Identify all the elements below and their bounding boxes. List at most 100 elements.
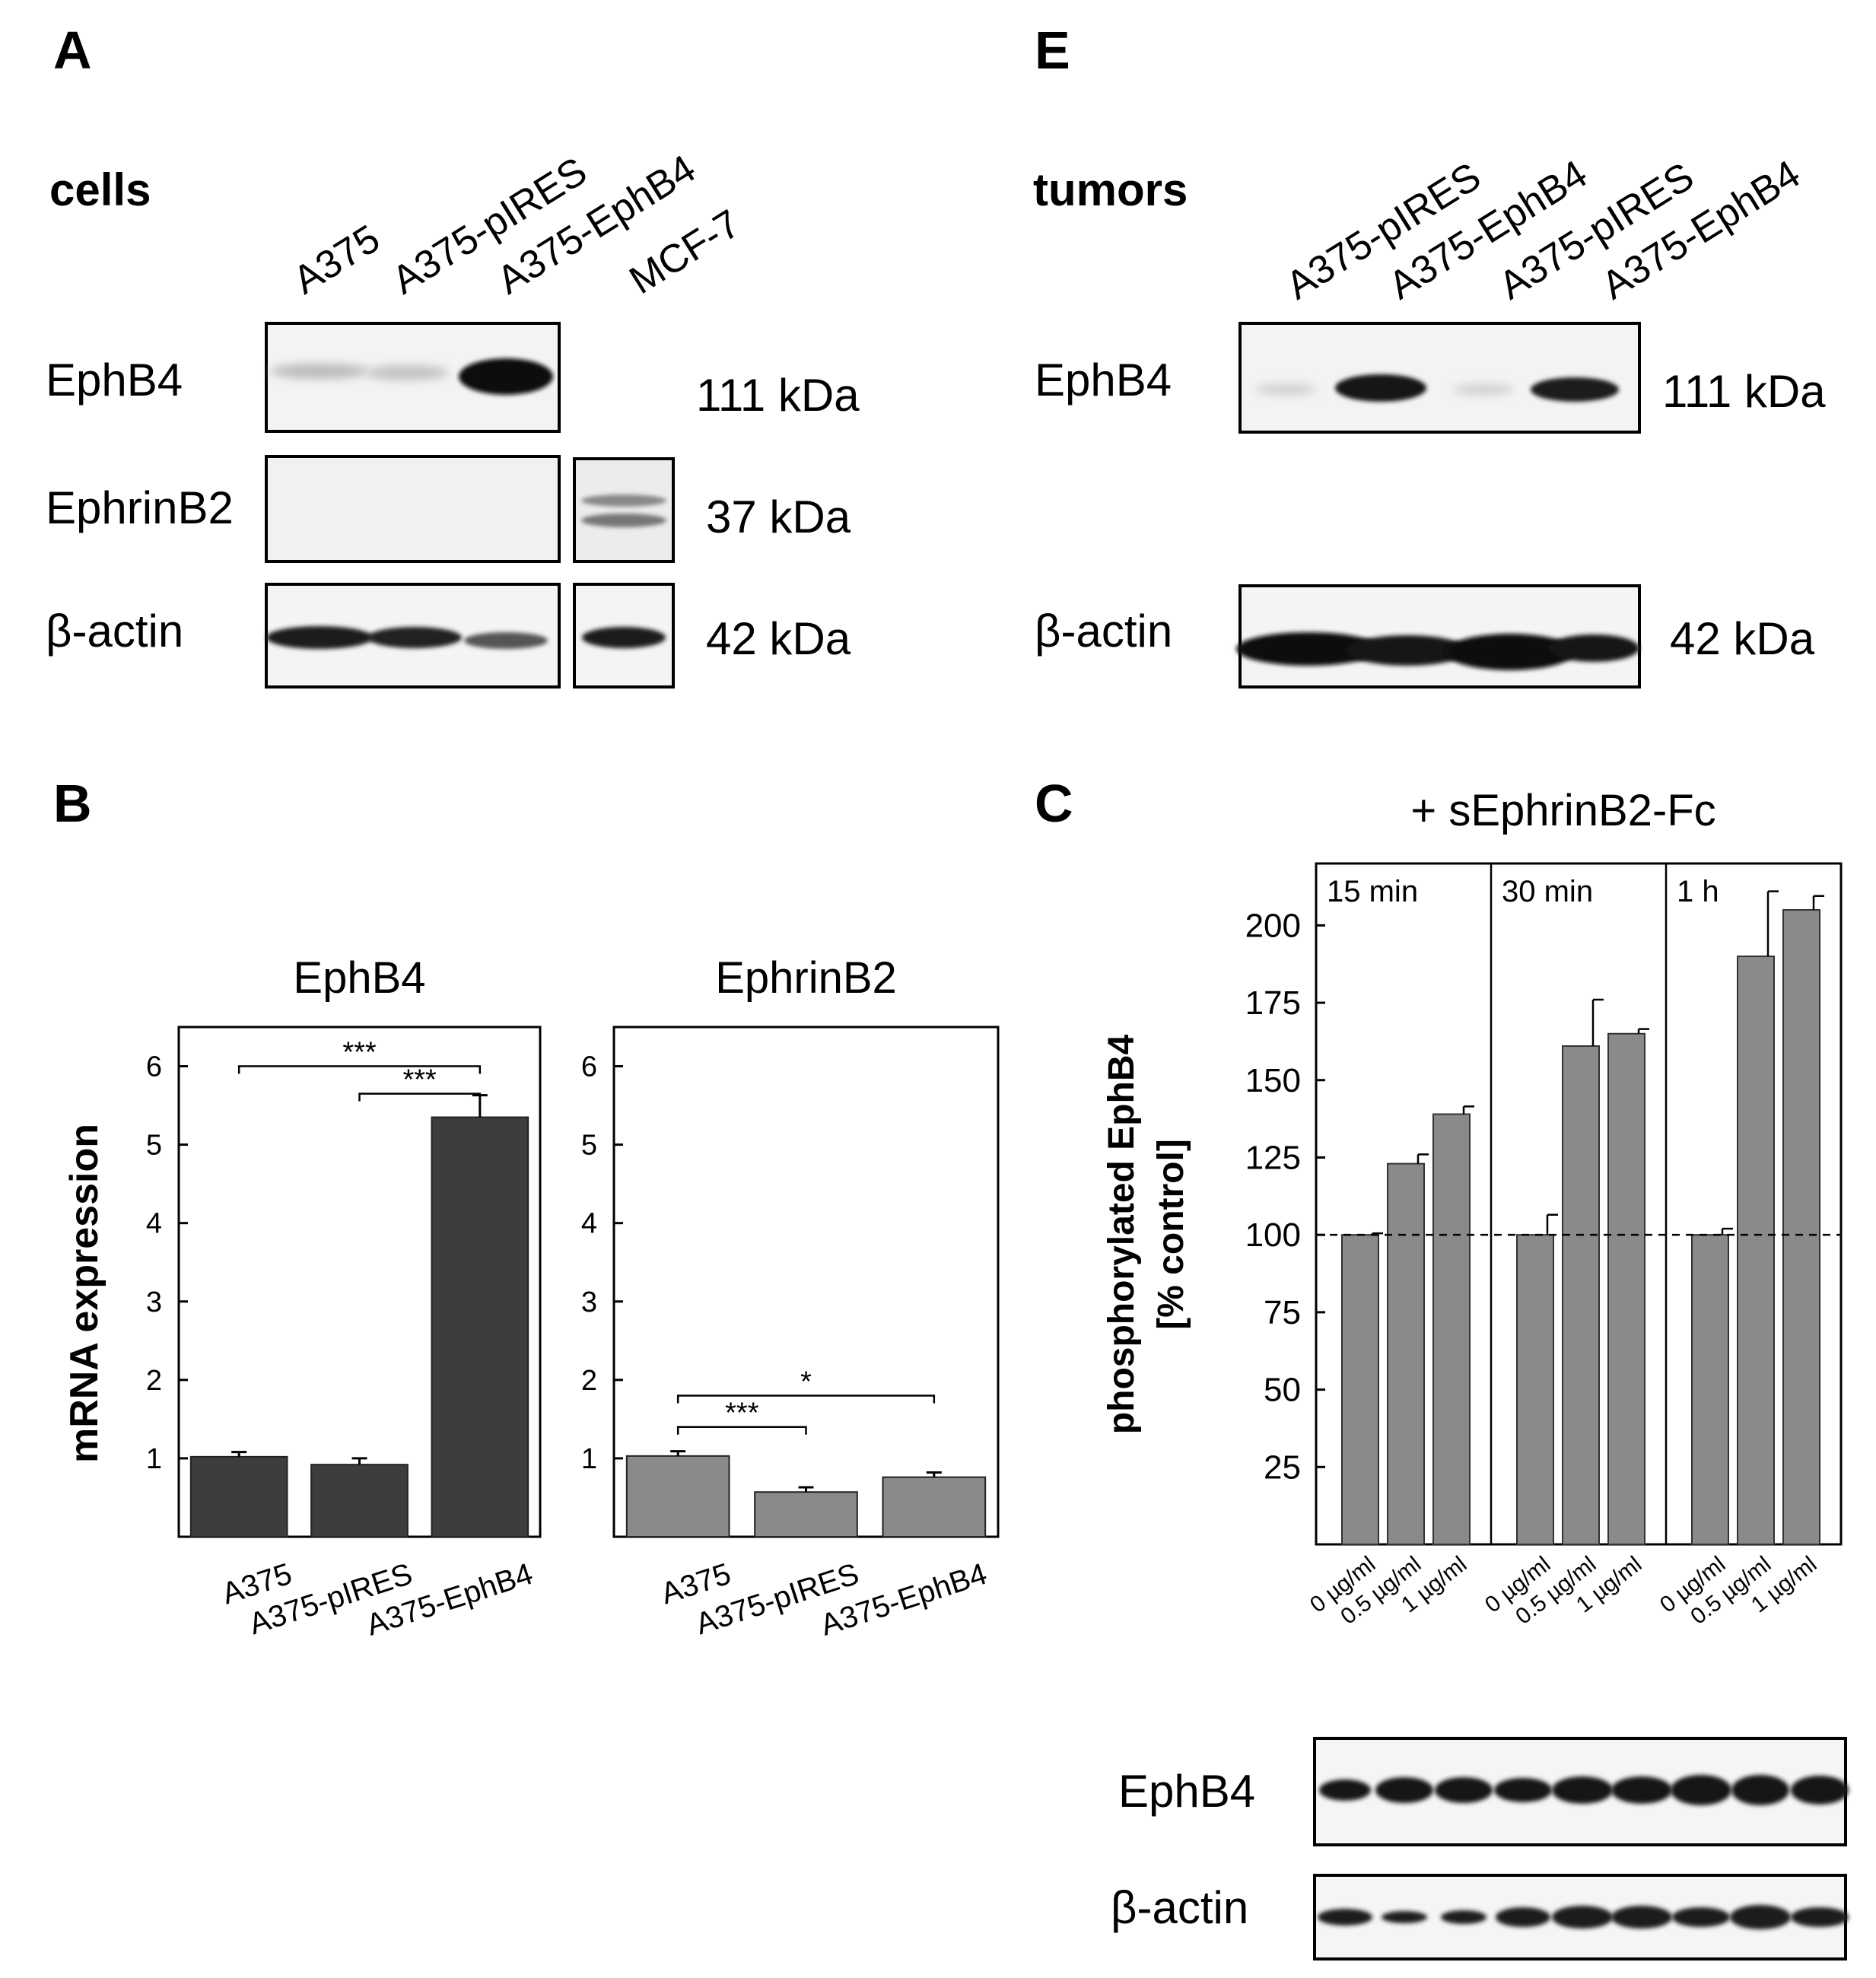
blot-band	[1791, 1776, 1849, 1805]
blot-band	[1672, 1907, 1730, 1927]
y-tick-label: 4	[581, 1208, 597, 1240]
blot-band	[1441, 1910, 1486, 1924]
y-axis-label-unit: [% control]	[1151, 1139, 1191, 1330]
bar	[1387, 1162, 1425, 1545]
blot-row-label: EphB4	[1118, 1766, 1255, 1817]
blot-row-label: β-actin	[46, 606, 183, 657]
blot-ephb4-tumors	[1238, 322, 1641, 434]
bar	[1607, 1032, 1645, 1545]
panel-c: C + sEphrinB2-Fc 25 50 75 100 125 150 175 200 pho…	[1035, 774, 1849, 1961]
chart-c-phospho: + sEphrinB2-Fc 25 50 75 100 125 150 175 200 phosp…	[1102, 786, 1843, 1630]
panel-a: A cells A375 A375-pIRES A375-EphB4 MCF-7…	[46, 21, 860, 688]
y-tick-label: 175	[1245, 984, 1301, 1022]
y-tick-label: 3	[581, 1286, 597, 1318]
y-tick-label: 25	[1264, 1449, 1301, 1486]
significance-bracket	[676, 1394, 936, 1404]
blot-band	[1496, 1907, 1550, 1927]
y-tick-label: 1	[146, 1443, 162, 1475]
group-label-tumors: tumors	[1033, 164, 1188, 215]
blot-band	[1318, 1909, 1372, 1926]
panel-label-c: C	[1035, 774, 1073, 833]
blot-band	[1375, 1777, 1433, 1803]
kda-label: 111 kDa	[1662, 366, 1826, 417]
blot-band	[1552, 1776, 1613, 1804]
blot-band	[1611, 1776, 1672, 1804]
bar	[1691, 1234, 1729, 1545]
y-tick-label: 150	[1245, 1062, 1301, 1099]
y-tick-label: 200	[1245, 907, 1301, 944]
chart-title: + sEphrinB2-Fc	[1410, 786, 1715, 835]
blot-actin-tumors	[1236, 584, 1641, 688]
blot-band	[1494, 1778, 1552, 1802]
kda-label: 42 kDa	[1670, 613, 1815, 664]
panel-label-b: B	[53, 774, 92, 833]
kda-label: 111 kDa	[696, 370, 860, 421]
time-point-label: 30 min	[1502, 875, 1593, 908]
y-tick-label: 1	[581, 1443, 597, 1475]
blot-row-label: β-actin	[1111, 1882, 1248, 1933]
significance-label: ***	[342, 1037, 377, 1069]
lane-label: A375	[286, 217, 388, 304]
y-tick-label: 6	[146, 1051, 162, 1083]
panel-e: E tumors A375-pIRES A375-EphB4 A375-pIRE…	[1033, 21, 1826, 688]
blot-actin-cells	[265, 583, 675, 688]
bar	[310, 1464, 409, 1538]
panel-label-e: E	[1035, 21, 1070, 80]
blot-row-label: EphB4	[46, 355, 183, 405]
bar	[754, 1491, 858, 1538]
time-point-label: 15 min	[1327, 875, 1418, 908]
blot-row-label: EphrinB2	[46, 482, 234, 533]
y-tick-label: 100	[1245, 1216, 1301, 1254]
y-tick-label: 4	[146, 1208, 162, 1240]
y-tick-label: 6	[581, 1051, 597, 1083]
blot-band	[1671, 1775, 1731, 1805]
blot-band	[1730, 1905, 1791, 1929]
blot-ephb4-cells	[265, 322, 561, 433]
chart-title: EphB4	[293, 953, 425, 1003]
blot-band	[1382, 1911, 1427, 1923]
blot-band	[1435, 1777, 1493, 1803]
y-tick-label: 2	[581, 1365, 597, 1397]
significance-bracket	[358, 1092, 482, 1102]
bar	[882, 1476, 987, 1538]
y-tick-label: 2	[146, 1365, 162, 1397]
kda-label: 42 kDa	[706, 613, 851, 664]
blot-actin-time	[1313, 1874, 1849, 1961]
y-tick-label: 3	[146, 1286, 162, 1318]
blot-ephrinb2-cells	[265, 455, 675, 563]
blot-band	[1731, 1775, 1789, 1805]
bar	[1562, 1045, 1600, 1545]
blot-band	[1611, 1906, 1672, 1929]
bar	[189, 1455, 288, 1538]
chart-b-ephrinb2: 123456EphrinB2A375A375-pIRESA375-EphB4**…	[581, 953, 1000, 1643]
bar	[1516, 1234, 1554, 1545]
bar	[1782, 909, 1820, 1545]
blot-ephb4-time	[1313, 1737, 1849, 1846]
bar	[1341, 1234, 1379, 1545]
group-label-cells: cells	[49, 164, 151, 215]
y-axis-label: phosphorylated EphB4	[1102, 1035, 1142, 1435]
y-tick-label: 5	[146, 1130, 162, 1162]
bar	[1432, 1113, 1471, 1545]
significance-label: *	[800, 1366, 812, 1398]
blot-row-label: β-actin	[1035, 606, 1172, 657]
significance-label: ***	[402, 1064, 437, 1096]
y-tick-label: 125	[1245, 1139, 1301, 1176]
bar	[625, 1455, 730, 1538]
y-tick-label: 50	[1264, 1372, 1301, 1409]
time-point-label: 1 h	[1677, 875, 1719, 908]
panel-label-a: A	[53, 21, 92, 80]
blot-band	[1319, 1779, 1371, 1801]
bar	[1737, 956, 1775, 1545]
y-tick-label: 75	[1264, 1294, 1301, 1331]
blot-band	[1791, 1907, 1849, 1927]
blot-band	[1552, 1906, 1613, 1929]
y-axis-label: mRNA expression	[62, 1124, 107, 1463]
significance-bracket	[676, 1426, 807, 1435]
significance-bracket	[237, 1065, 482, 1074]
kda-label: 37 kDa	[706, 491, 851, 542]
bar	[431, 1116, 529, 1538]
